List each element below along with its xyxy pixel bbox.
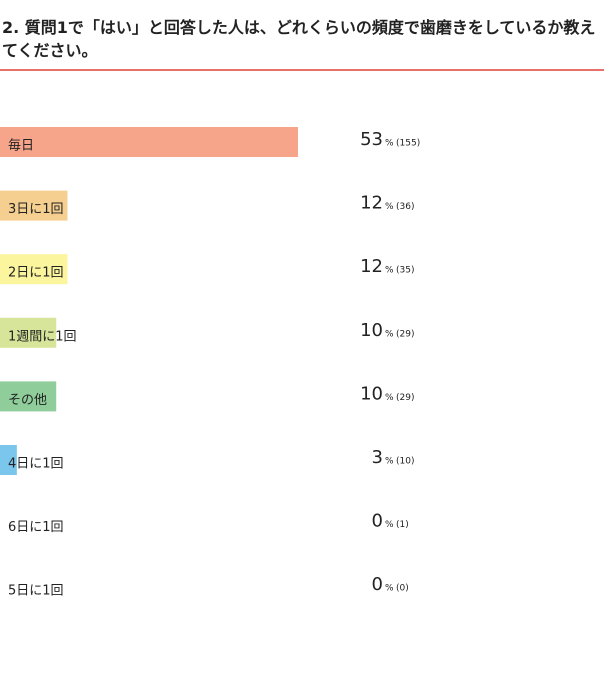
value-label: 12 bbox=[360, 256, 383, 277]
value-label: 0 bbox=[372, 574, 383, 595]
unit-label: % bbox=[385, 139, 394, 149]
category-label: 6日に1回 bbox=[8, 520, 64, 535]
value-label: 53 bbox=[360, 129, 383, 150]
bar bbox=[0, 445, 17, 475]
count-label: (35) bbox=[396, 266, 414, 276]
unit-label: % bbox=[385, 266, 394, 276]
category-label: 2日に1回 bbox=[8, 266, 64, 281]
category-label: 3日に1回 bbox=[8, 202, 64, 217]
count-label: (10) bbox=[396, 457, 414, 467]
count-label: (29) bbox=[396, 329, 414, 339]
value-label: 10 bbox=[360, 383, 383, 404]
category-label: 毎日 bbox=[8, 138, 34, 154]
count-label: (155) bbox=[396, 139, 420, 149]
value-label: 3 bbox=[372, 447, 383, 468]
title-rule bbox=[0, 69, 604, 71]
bar bbox=[0, 317, 57, 348]
category-label: 1週間に1回 bbox=[8, 329, 77, 344]
unit-label: % bbox=[385, 584, 394, 594]
value-label: 0 bbox=[372, 511, 383, 532]
bar bbox=[0, 127, 298, 157]
bar bbox=[0, 254, 68, 285]
category-label: 5日に1回 bbox=[8, 584, 64, 599]
bar bbox=[0, 190, 68, 221]
count-label: (0) bbox=[396, 584, 409, 594]
count-label: (1) bbox=[396, 520, 409, 530]
bar bbox=[0, 381, 57, 412]
value-label: 10 bbox=[360, 320, 383, 341]
chart-title: 2. 質問1で「はい」と回答した人は、どれくらいの頻度で歯磨きをしているか教えて… bbox=[2, 18, 596, 60]
count-label: (36) bbox=[396, 202, 414, 212]
unit-label: % bbox=[385, 457, 394, 467]
unit-label: % bbox=[385, 329, 394, 339]
value-label: 12 bbox=[360, 193, 383, 214]
category-label: その他 bbox=[8, 393, 47, 408]
category-label: 4日に1回 bbox=[8, 457, 64, 472]
unit-label: % bbox=[385, 520, 394, 530]
unit-label: % bbox=[385, 393, 394, 403]
unit-label: % bbox=[385, 202, 394, 212]
count-label: (29) bbox=[396, 393, 414, 403]
